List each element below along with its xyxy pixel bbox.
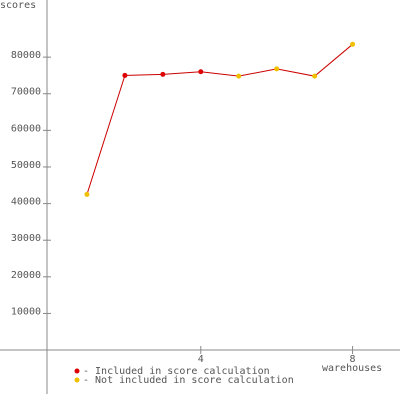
data-point: [350, 41, 356, 47]
y-tick-label: 70000: [11, 87, 41, 98]
y-tick-label: 40000: [11, 197, 41, 208]
legend-label: - Not included in score calculation: [83, 375, 294, 386]
y-tick-label: 80000: [11, 50, 41, 61]
x-axis-label: warehouses: [322, 363, 382, 374]
y-tick-label: 30000: [11, 233, 41, 244]
legend-label: - Included in score calculation: [83, 366, 270, 377]
y-tick-label: 20000: [11, 270, 41, 281]
data-point: [312, 73, 318, 79]
data-point: [122, 72, 128, 78]
data-point: [84, 191, 90, 197]
legend-marker: [74, 368, 80, 374]
y-tick-label: 10000: [11, 306, 41, 317]
data-point: [274, 66, 280, 72]
x-tick-label: 4: [198, 354, 204, 365]
y-axis-label: scores: [0, 0, 36, 11]
y-tick-label: 60000: [11, 123, 41, 134]
data-point: [198, 69, 204, 75]
x-tick-label: 8: [350, 354, 356, 365]
y-tick-label: 50000: [11, 160, 41, 171]
legend-marker: [74, 377, 80, 383]
data-point: [160, 71, 166, 77]
data-point: [236, 73, 242, 79]
series-line: [86, 43, 353, 195]
